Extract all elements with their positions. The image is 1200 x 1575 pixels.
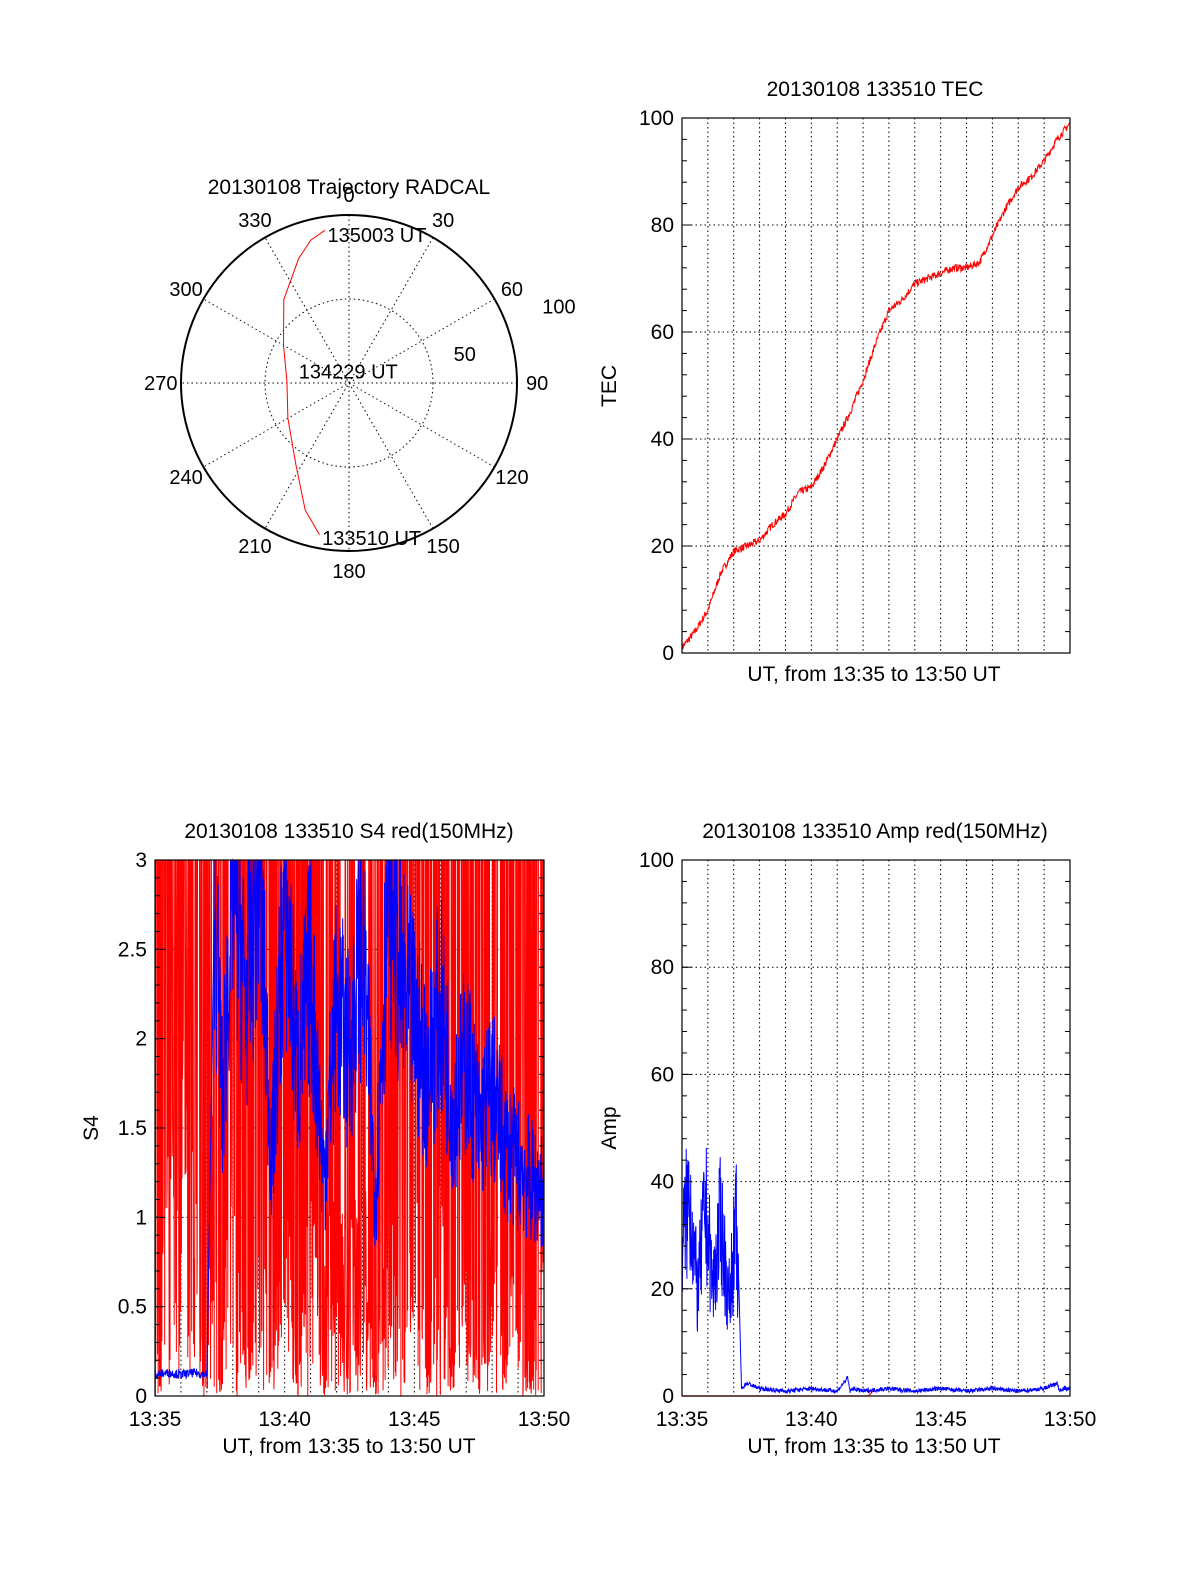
- radius-label: 50: [454, 344, 476, 366]
- y-tick-label: 1.5: [118, 1117, 147, 1140]
- tec-panel: 20130108 133510 TEC 0 20 40 60 80 100 UT, fro…: [598, 78, 1071, 686]
- tec-ylabel: TEC: [598, 365, 621, 407]
- x-tick-label: 13:50: [518, 1408, 571, 1431]
- trajectory-title: 20130108 Trajectory RADCAL: [208, 176, 491, 199]
- amp-plot-frame: [681, 859, 1071, 1397]
- polar-grid: [180, 214, 518, 552]
- amp-xlabel: UT, from 13:35 to 13:50 UT: [747, 1435, 1000, 1458]
- s4-title: 20130108 133510 S4 red(150MHz): [184, 820, 513, 843]
- y-tick-label: 100: [639, 107, 674, 130]
- angle-label: 0: [343, 185, 354, 207]
- time-annotation: 135003 UT: [327, 225, 426, 247]
- s4-xlabel: UT, from 13:35 to 13:50 UT: [222, 1435, 475, 1458]
- angle-label: 270: [144, 373, 177, 395]
- s4-ylabel: S4: [80, 1115, 103, 1141]
- angle-label: 60: [501, 279, 523, 301]
- amp-blue-line: [681, 1147, 1071, 1395]
- y-tick-label: 2: [135, 1028, 147, 1051]
- time-annotation: 134229 UT: [299, 362, 398, 384]
- angle-label: 150: [426, 536, 459, 558]
- angle-label: 120: [495, 467, 528, 489]
- y-tick-label: 60: [651, 321, 674, 344]
- tec-title: 20130108 133510 TEC: [767, 78, 984, 101]
- amp-ticks: 0 20 40 60 80 100 13:35 13:40 13:45 13:50: [639, 849, 1096, 1431]
- y-tick-label: 3: [135, 849, 147, 872]
- angle-label: 180: [332, 561, 365, 583]
- polar-labels: 0 30 60 90 120 150 180 210 240 270 300 330 50 100: [144, 185, 575, 583]
- time-annotation: 133510 UT: [322, 528, 421, 550]
- amp-series: [681, 1147, 1071, 1397]
- amp-title: 20130108 133510 Amp red(150MHz): [702, 820, 1048, 843]
- trajectory-annotations: 135003 UT 134229 UT 133510 UT: [299, 225, 427, 550]
- angle-label: 330: [238, 210, 271, 232]
- amp-grid: [682, 860, 1070, 1396]
- amp-panel: 20130108 133510 Amp red(150MHz) 0 20 40 60 8…: [598, 820, 1096, 1458]
- y-tick-label: 0.5: [118, 1296, 147, 1319]
- x-tick-label: 13:35: [129, 1408, 182, 1431]
- angle-label: 30: [432, 210, 454, 232]
- tec-grid: [682, 118, 1070, 653]
- s4-ticks: 0 0.5 1 1.5 2 2.5 3 13:35 13:40 13:45 13:50: [118, 849, 570, 1431]
- tec-series: [681, 121, 1071, 652]
- tec-xlabel: UT, from 13:35 to 13:50 UT: [747, 663, 1000, 686]
- y-tick-label: 100: [639, 849, 674, 872]
- y-tick-label: 0: [662, 642, 674, 665]
- x-tick-label: 13:45: [914, 1408, 967, 1431]
- x-tick-label: 13:45: [388, 1408, 441, 1431]
- angle-label: 210: [238, 536, 271, 558]
- s4-plot-frame: [154, 859, 545, 1397]
- x-tick-label: 13:50: [1044, 1408, 1097, 1431]
- spoke-line: [264, 237, 434, 529]
- trajectory-line: [282, 229, 326, 535]
- y-tick-label: 20: [651, 535, 674, 558]
- trajectory-series: [282, 229, 326, 535]
- radius-label: 100: [542, 297, 575, 319]
- s4-blue-line: [154, 858, 545, 1380]
- angle-label: 240: [169, 467, 202, 489]
- tec-ticks: 0 20 40 60 80 100: [639, 107, 1070, 665]
- y-tick-label: 40: [651, 1171, 674, 1194]
- s4-panel: 20130108 133510 S4 red(150MHz) 0 0.5 1 1.5 2…: [80, 820, 570, 1458]
- tec-plot-frame: [681, 117, 1071, 654]
- angle-label: 300: [169, 279, 202, 301]
- y-tick-label: 80: [651, 956, 674, 979]
- y-tick-label: 1: [135, 1206, 147, 1229]
- x-tick-label: 13:40: [785, 1408, 838, 1431]
- y-tick-label: 20: [651, 1278, 674, 1301]
- y-tick-label: 0: [662, 1385, 674, 1408]
- s4-series: [154, 858, 545, 1397]
- y-tick-label: 0: [135, 1385, 147, 1408]
- trajectory-panel: 20130108 Trajectory RADCAL 0 30 60 90 120 150…: [144, 176, 575, 583]
- y-tick-label: 80: [651, 214, 674, 237]
- x-tick-label: 13:35: [656, 1408, 709, 1431]
- y-tick-label: 40: [651, 428, 674, 451]
- angle-label: 90: [526, 373, 548, 395]
- amp-ylabel: Amp: [598, 1106, 621, 1149]
- x-tick-label: 13:40: [258, 1408, 311, 1431]
- y-tick-label: 2.5: [118, 938, 147, 961]
- tec-line: [681, 121, 1071, 652]
- y-tick-label: 60: [651, 1063, 674, 1086]
